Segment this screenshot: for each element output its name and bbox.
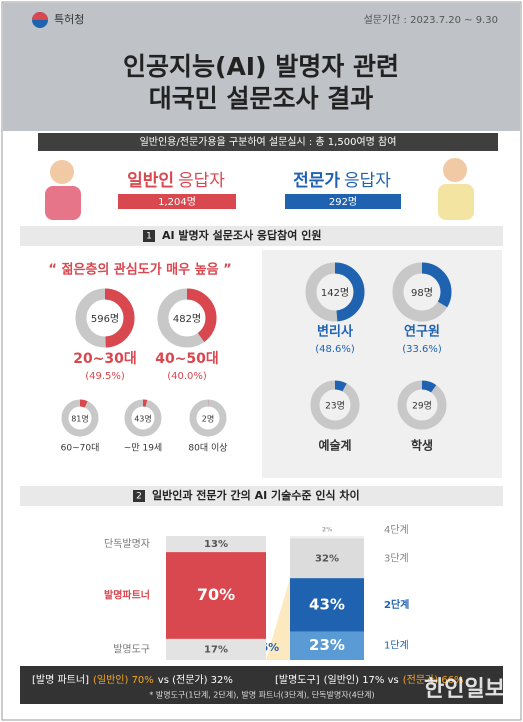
donut-arc xyxy=(189,399,227,437)
section-title: AI 발명자 설문조사 응답참여 인원 xyxy=(162,228,321,242)
header-photo xyxy=(3,3,520,131)
category-label: 3단계 xyxy=(384,552,409,564)
bar-segment xyxy=(166,638,266,660)
donut-share: (40.0%) xyxy=(167,371,207,382)
section-number: 1 xyxy=(146,232,152,242)
value-label: 13% xyxy=(204,539,228,550)
donut-arc xyxy=(61,399,99,437)
donut-share: (49.5%) xyxy=(85,371,125,382)
donut-share: (33.6%) xyxy=(402,344,442,355)
donut-count: 23명 xyxy=(325,401,345,412)
logo-top xyxy=(32,12,48,20)
donut-label: 연구원 xyxy=(404,325,440,340)
donut-label: 예술계 xyxy=(318,438,351,453)
donut-arc xyxy=(75,288,135,348)
bar-segment xyxy=(290,536,364,539)
comparison: [발명도구] (일반인) 17% vs (전문가) 66% xyxy=(275,674,464,686)
donut-label: 40~50대 xyxy=(155,351,219,367)
title-line2: 대국민 설문조사 결과 xyxy=(149,84,373,113)
bar-segment xyxy=(166,552,266,639)
donut-label: ~만 19세 xyxy=(124,443,162,454)
section-bar xyxy=(20,226,503,246)
donut-arc xyxy=(397,380,447,430)
person-body xyxy=(438,184,474,220)
value-label: 17% xyxy=(204,644,228,655)
note: * 발명도구(1단계, 2단계), 발명 파트너(3단계), 단독발명자(4단계… xyxy=(149,690,374,700)
category-label: 2단계 xyxy=(384,598,409,611)
person-body xyxy=(45,186,81,220)
section-number: 2 xyxy=(136,492,142,502)
watermark: 한인일보 xyxy=(424,677,505,702)
donut-arc xyxy=(124,399,162,437)
donut-count: 2명 xyxy=(202,414,214,424)
donut-count: 482명 xyxy=(173,313,201,325)
connector xyxy=(266,578,290,660)
group-count: 1,204명 xyxy=(158,196,196,208)
value-label: 32% xyxy=(315,553,339,564)
donut-label: 80대 이상 xyxy=(188,443,227,454)
subtitle-bar xyxy=(38,133,498,151)
section-num-box xyxy=(143,230,155,242)
donut-count: 29명 xyxy=(412,401,432,412)
value-label: 2% xyxy=(322,527,332,534)
donut-label: 20~30대 xyxy=(73,351,137,367)
footer-bar xyxy=(20,666,503,704)
donut-count: 43명 xyxy=(134,414,152,424)
bar-segment xyxy=(290,578,364,632)
expert-panel xyxy=(262,250,502,478)
section-title: 일반인과 전문가 간의 AI 기술수준 인식 차이 xyxy=(152,488,360,502)
donut-arc xyxy=(305,262,365,322)
section-num-box xyxy=(133,490,145,502)
bar-segment xyxy=(166,536,266,553)
subtitle: 일반인용/전문가용을 구분하여 설문실시 : 총 1,500여명 참여 xyxy=(140,135,397,148)
group-count: 292명 xyxy=(329,196,357,208)
donut-arc xyxy=(392,262,452,322)
donut-count: 81명 xyxy=(71,414,89,424)
donut-label: 변리사 xyxy=(317,324,353,340)
category-label: 1단계 xyxy=(384,640,409,652)
value-label: 43% xyxy=(309,595,345,613)
comparison: [발명 파트너] (일반인) 70% vs (전문가) 32% xyxy=(32,674,233,686)
group-label: 전문가 응답자 xyxy=(293,171,391,191)
category-label: 단독발명자 xyxy=(104,538,150,550)
donut-share: (48.6%) xyxy=(315,344,355,355)
donut-label: 학생 xyxy=(411,438,433,453)
donut-arc xyxy=(310,380,360,430)
value-label: 23% xyxy=(309,636,345,654)
person-head xyxy=(50,160,74,184)
donut-label: 60~70대 xyxy=(61,443,100,454)
person-head xyxy=(443,158,467,182)
bar-segment xyxy=(290,631,364,660)
donut-count: 142명 xyxy=(321,287,349,299)
category-label: 4단계 xyxy=(384,524,409,536)
count-bar xyxy=(118,194,236,209)
quote: “ 젊은층의 관심도가 매우 높음 ” xyxy=(48,262,231,278)
group-label: 일반인 응답자 xyxy=(127,171,225,191)
donut-arc xyxy=(157,288,217,348)
count-bar xyxy=(285,194,401,209)
agency: 특허청 xyxy=(54,13,84,26)
title-line1: 인공지능(AI) 발명자 관련 xyxy=(123,52,399,81)
period: 설문기간 : 2023.7.20 ~ 9.30 xyxy=(364,14,498,26)
donut-count: 596명 xyxy=(91,313,119,325)
category-label: 발명도구 xyxy=(113,643,150,655)
category-label: 발명파트너 xyxy=(104,589,150,602)
donut-count: 98명 xyxy=(411,287,433,299)
bar-segment xyxy=(290,538,364,579)
value-label: 70% xyxy=(197,585,235,604)
